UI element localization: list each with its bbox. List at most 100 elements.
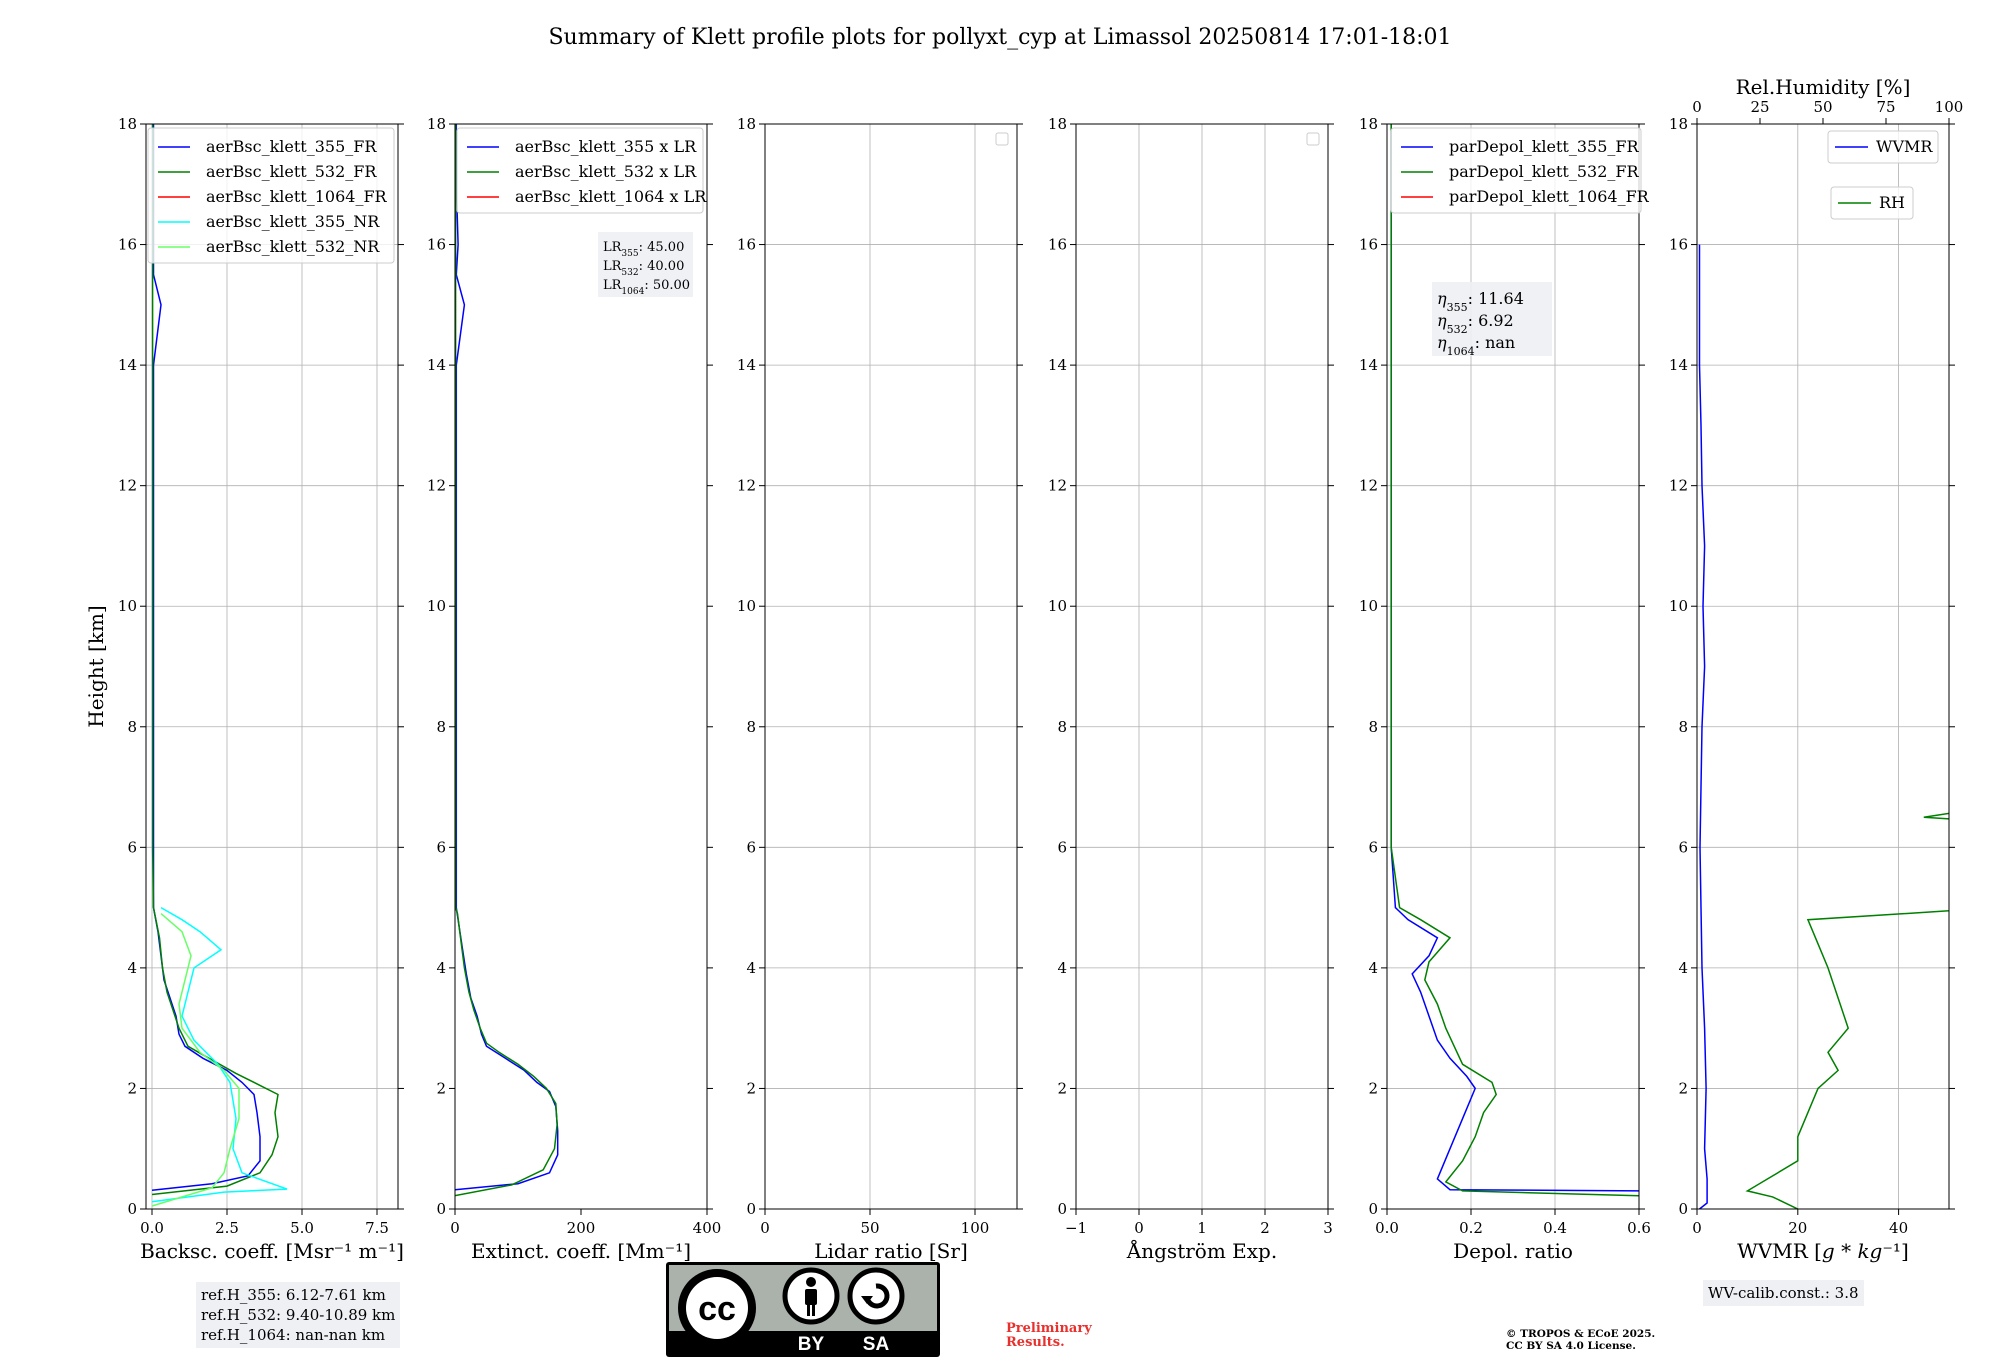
annotation-line: η532: 6.92 [1437,311,1514,336]
legend-label: WVMR [1876,137,1933,156]
y-tick-label: 18 [1669,115,1688,133]
x-tick-label: 0 [450,1219,460,1237]
y-tick-label: 4 [1368,959,1378,977]
y-tick-label: 6 [1368,838,1378,856]
legend-box [1830,186,1914,220]
legend-label: aerBsc_klett_1064_FR [206,187,388,206]
y-tick-label: 0 [1678,1200,1688,1218]
x-tick-label: 3 [1323,1219,1333,1237]
legend-label: parDepol_klett_532_FR [1449,162,1640,181]
top-x-tick-label: 50 [1813,98,1832,116]
share-alike-icon [847,1267,905,1325]
y-tick-label: 12 [737,477,756,495]
y-tick-label: 14 [1669,356,1688,374]
x-tick-label: 0.6 [1627,1219,1651,1237]
y-tick-label: 18 [1048,115,1067,133]
y-tick-label: 16 [1359,236,1378,254]
series-aerBsc_klett_532_FR [151,124,279,1196]
y-tick-label: 0 [1057,1200,1067,1218]
x-tick-label: 20 [1788,1219,1807,1237]
x-axis-label: Extinct. coeff. [Mm⁻¹] [471,1239,691,1263]
y-axis-label: Height [km] [84,605,108,727]
panel-backscatter: 0 2 4 6 8 10 12 14 16 18 0.0 2.5 5.0 7.5 Backsc. coeff… [84,115,404,1263]
y-tick-label: 2 [1057,1079,1067,1097]
y-tick-label: 14 [1359,356,1378,374]
reference-height-box: ref.H_355: 6.12-7.61 km ref.H_532: 9.40-… [196,1282,401,1348]
x-tick-label: 400 [693,1219,722,1237]
figure-title: Summary of Klett profile plots for polly… [548,25,1451,50]
top-x-tick-label: 25 [1750,98,1769,116]
series-aerBsc_klett_532 x LR [455,124,558,1197]
axes-frame [145,123,399,1210]
cc-sa-label: SA [863,1334,890,1355]
ref-height-1064: ref.H_1064: nan-nan km [201,1326,386,1344]
x-tick-label: 0.0 [140,1219,164,1237]
y-tick-label: 12 [1359,477,1378,495]
x-tick-label: −1 [1065,1219,1087,1237]
y-tick-label: 8 [1368,718,1378,736]
y-tick-label: 18 [118,115,137,133]
copyright-note: © TROPOS & ECoE 2025. CC BY SA 4.0 Licen… [1506,1328,1655,1352]
panel-depol: 0 2 4 6 8 10 12 14 16 18 0.0 0.2 0.4 0.6 Depol. ratio p… [1359,115,1651,1263]
y-tick-label: 16 [737,236,756,254]
annotation-line: LR355: 45.00 [603,240,684,259]
wv-calibration-box: WV-calib.const.: 3.8 [1703,1280,1864,1306]
x-axis-label: Backsc. coeff. [Msr⁻¹ m⁻¹] [140,1239,404,1263]
annotation-line: η355: 11.64 [1437,289,1524,314]
top-x-tick-label: 0 [1692,98,1702,116]
y-tick-label: 16 [1048,236,1067,254]
copyright-line-2: CC BY SA 4.0 License. [1506,1340,1636,1352]
y-tick-label: 18 [1359,115,1378,133]
y-tick-label: 8 [746,718,756,736]
svg-text:cc: cc [698,1290,736,1328]
preliminary-note: Preliminary Results. [1006,1322,1092,1350]
cc-icon: cc [678,1269,756,1347]
annotation-line: η1064: nan [1437,333,1515,358]
y-tick-label: 4 [127,959,137,977]
legend-label: parDepol_klett_355_FR [1449,137,1640,156]
x-tick-label: 1 [1197,1219,1207,1237]
y-tick-label: 4 [436,959,446,977]
y-tick-label: 10 [1669,597,1688,615]
legend-label: RH [1879,193,1905,212]
axes-frame [1696,123,1950,1210]
x-axis-label: Depol. ratio [1453,1239,1573,1263]
top-x-tick-label: 100 [1935,98,1964,116]
x-tick-label: 2.5 [215,1219,239,1237]
empty-legend-box [995,132,1009,146]
wv-calibration-text: WV-calib.const.: 3.8 [1708,1284,1859,1302]
y-tick-label: 14 [427,356,446,374]
preliminary-line-2: Results. [1006,1335,1065,1350]
annotation-line: LR1064: 50.00 [603,278,690,297]
y-tick-label: 12 [427,477,446,495]
series-parDepol_klett_532_FR [1390,124,1639,1197]
legend-box [147,127,395,264]
y-tick-label: 14 [118,356,137,374]
y-tick-label: 14 [737,356,756,374]
annotation-line: LR532: 40.00 [603,259,684,278]
y-tick-label: 10 [118,597,137,615]
y-tick-label: 10 [427,597,446,615]
axes-frame [1386,123,1640,1210]
ref-height-532: ref.H_532: 9.40-10.89 km [201,1306,396,1324]
series-RH [1745,812,1949,1209]
series-aerBsc_klett_355 x LR [455,124,559,1191]
annotation-box [598,232,693,297]
axes-frame [764,123,1018,1210]
y-tick-label: 16 [1669,236,1688,254]
legend-label: parDepol_klett_1064_FR [1449,187,1650,206]
x-tick-label: 0.4 [1543,1219,1567,1237]
y-tick-label: 16 [427,236,446,254]
y-tick-label: 10 [1048,597,1067,615]
y-tick-label: 2 [746,1079,756,1097]
y-tick-label: 6 [127,838,137,856]
x-tick-label: 0 [1692,1219,1702,1237]
y-tick-label: 4 [1057,959,1067,977]
legend-label: aerBsc_klett_532_NR [206,237,380,256]
preliminary-line-1: Preliminary [1006,1321,1092,1336]
y-tick-label: 2 [127,1079,137,1097]
y-tick-label: 18 [427,115,446,133]
x-tick-label: 5.0 [290,1219,314,1237]
